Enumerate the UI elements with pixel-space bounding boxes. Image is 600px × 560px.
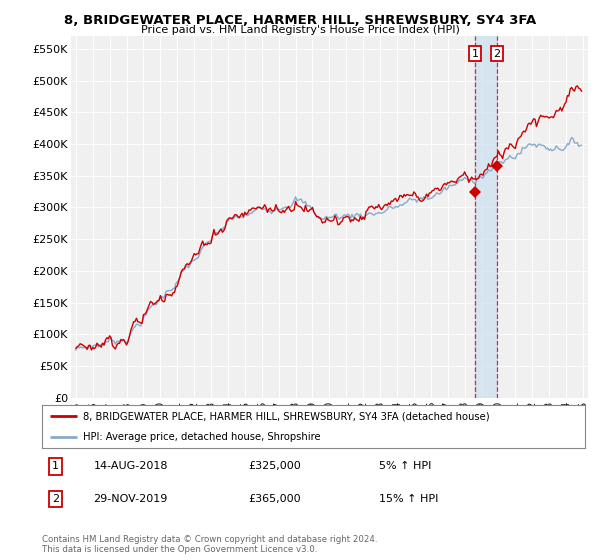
Text: HPI: Average price, detached house, Shropshire: HPI: Average price, detached house, Shro… — [83, 432, 320, 442]
Text: 5% ↑ HPI: 5% ↑ HPI — [379, 461, 431, 472]
Text: 14-AUG-2018: 14-AUG-2018 — [94, 461, 168, 472]
Text: 1: 1 — [52, 461, 59, 472]
Text: £325,000: £325,000 — [248, 461, 301, 472]
Text: 8, BRIDGEWATER PLACE, HARMER HILL, SHREWSBURY, SY4 3FA: 8, BRIDGEWATER PLACE, HARMER HILL, SHREW… — [64, 14, 536, 27]
Text: 29-NOV-2019: 29-NOV-2019 — [94, 494, 168, 503]
Text: Price paid vs. HM Land Registry's House Price Index (HPI): Price paid vs. HM Land Registry's House … — [140, 25, 460, 35]
Text: 2: 2 — [493, 49, 500, 58]
Text: 15% ↑ HPI: 15% ↑ HPI — [379, 494, 438, 503]
Text: 2: 2 — [52, 494, 59, 503]
Text: 8, BRIDGEWATER PLACE, HARMER HILL, SHREWSBURY, SY4 3FA (detached house): 8, BRIDGEWATER PLACE, HARMER HILL, SHREW… — [83, 411, 490, 421]
Text: Contains HM Land Registry data © Crown copyright and database right 2024.
This d: Contains HM Land Registry data © Crown c… — [42, 535, 377, 554]
Text: £365,000: £365,000 — [248, 494, 301, 503]
Text: 1: 1 — [472, 49, 479, 58]
Bar — [475, 36, 497, 398]
